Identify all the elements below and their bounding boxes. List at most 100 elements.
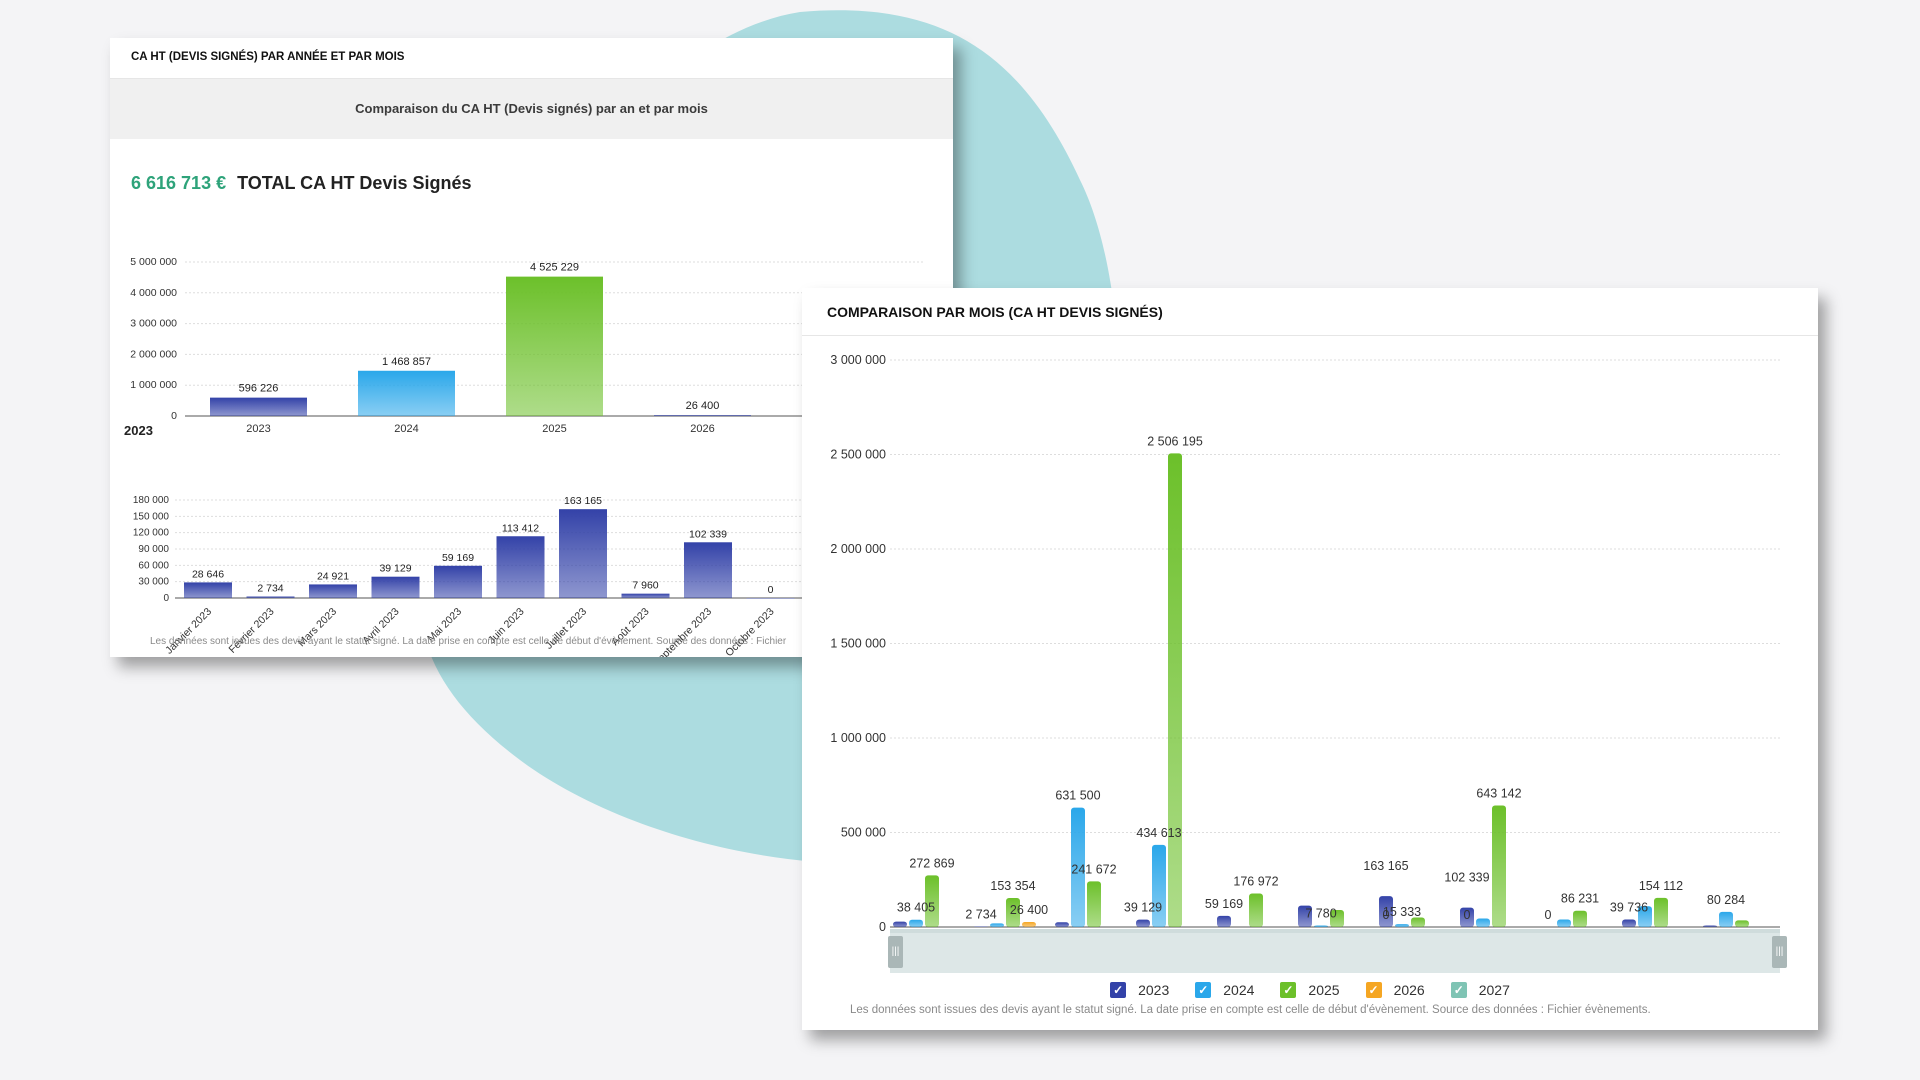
y-tick-label: 1 000 000 [830, 731, 886, 745]
legend-item-2024[interactable]: ✓ 2024 [1195, 982, 1254, 998]
legend-item-2023[interactable]: ✓ 2023 [1110, 982, 1169, 998]
data-label: 59 169 [1205, 897, 1243, 911]
data-label: 102 339 [689, 528, 727, 540]
y-tick-label: 3 000 000 [830, 353, 886, 367]
bar-Avril 2023 [371, 576, 420, 598]
x-tick-label: 2023 [246, 423, 270, 435]
legend-item-2026[interactable]: ✓ 2026 [1365, 982, 1425, 998]
data-label: 0 [1545, 908, 1552, 922]
y-tick-label: 4 000 000 [130, 287, 177, 299]
legend-label: 2023 [1138, 982, 1170, 998]
bar-Mai-2023 [1217, 915, 1231, 927]
data-label: 272 869 [909, 856, 954, 870]
y-tick-label: 180 000 [133, 495, 170, 506]
data-label: 2 734 [965, 907, 996, 921]
data-label: 241 672 [1071, 862, 1116, 876]
bar-Juillet-2024 [1395, 924, 1409, 927]
legend-checkbox-icon[interactable]: ✓ [1110, 982, 1127, 998]
monthly-comparison-chart: 0 500 000 1 000 000 1 500 000 2 000 000 2 500… [830, 353, 1780, 947]
data-label: 163 165 [1363, 859, 1408, 873]
data-label: 4 525 229 [530, 262, 579, 274]
x-tick-label: Octobre 2023 [723, 606, 777, 657]
y-tick-label: 3 000 000 [130, 318, 177, 330]
y-tick-label: 1 500 000 [830, 637, 886, 651]
bar-Janvier-2024 [909, 919, 923, 927]
y-tick-label: 0 [163, 593, 169, 604]
bar-Décembre-2025 [1735, 920, 1749, 927]
data-label: 86 231 [1561, 892, 1599, 906]
data-label: 0 [1383, 908, 1390, 922]
x-tick-label: Septembre 2023 [651, 606, 714, 657]
bar-Juillet 2023 [559, 509, 607, 598]
bar-Octobre-2024 [1557, 919, 1571, 927]
bar-Février-2023 [974, 926, 988, 927]
data-source-footnote: Les données sont issues des devis ayant … [150, 636, 787, 647]
legend-label: 2024 [1223, 982, 1255, 998]
legend-item-2027[interactable]: ✓ 2027 [1450, 982, 1510, 998]
y-tick-label: 2 000 000 [130, 348, 177, 360]
x-tick-label: 2025 [542, 423, 566, 435]
data-label: 176 972 [1233, 875, 1278, 889]
data-label: 596 226 [239, 383, 279, 395]
data-label: 2 506 195 [1147, 434, 1203, 448]
bar-Juin-2024 [1314, 925, 1328, 927]
legend-item-2025[interactable]: ✓ 2025 [1280, 982, 1340, 998]
bar-Octobre-2025 [1573, 910, 1587, 927]
bar-Novembre-2025 [1654, 897, 1668, 927]
y-tick-label: 2 000 000 [830, 542, 886, 556]
x-tick-label: 2024 [394, 423, 418, 435]
data-label: 59 169 [442, 552, 474, 564]
x-tick-label: Février 2023 [226, 606, 276, 656]
data-label: 163 165 [564, 495, 602, 507]
bar-Juin 2023 [496, 536, 545, 598]
range-navigator[interactable] [890, 933, 1780, 973]
data-label: 7 780 [1305, 907, 1336, 921]
total-revenue: 6 616 713 € TOTAL CA HT Devis Signés [131, 173, 472, 194]
bar-Mai 2023 [434, 565, 482, 598]
y-tick-label: 0 [171, 410, 177, 422]
legend-label: 2027 [1478, 982, 1510, 998]
bar-Février-2026 [1022, 922, 1036, 927]
y-tick-label: 90 000 [138, 544, 169, 555]
data-label: 0 [768, 584, 774, 596]
monthly-comparison-card: COMPARAISON PAR MOIS (CA HT DEVIS SIGNÉS… [802, 288, 1818, 1030]
y-tick-label: 1 000 000 [130, 379, 177, 391]
data-label: 26 400 [1010, 903, 1048, 917]
bar-Septembre-2023 [1460, 907, 1474, 927]
y-tick-label: 120 000 [133, 528, 170, 539]
data-label: 24 921 [317, 570, 349, 582]
x-tick-label: 2026 [690, 423, 714, 435]
bar-Février 2023 [246, 596, 295, 598]
legend-checkbox-icon[interactable]: ✓ [1195, 982, 1212, 998]
legend-checkbox-icon[interactable]: ✓ [1365, 982, 1382, 998]
range-handle-right[interactable]: ||| [1772, 936, 1787, 968]
bar-Novembre-2024 [1638, 906, 1652, 927]
y-tick-label: 2 500 000 [830, 448, 886, 462]
bar-Avril-2025 [1168, 453, 1182, 927]
bar-Octobre 2023 [746, 598, 795, 599]
bar-Janvier 2023 [184, 582, 232, 598]
range-handle-left[interactable]: ||| [888, 936, 903, 968]
data-label: 102 339 [1444, 871, 1489, 885]
bar-Novembre-2023 [1622, 919, 1636, 927]
legend-label: 2026 [1393, 982, 1425, 998]
card-title: COMPARAISON PAR MOIS (CA HT DEVIS SIGNÉS… [802, 288, 1818, 336]
data-source-footnote: Les données sont issues des devis ayant … [850, 1004, 1651, 1016]
bar-Janvier-2023 [893, 921, 907, 927]
card-subtitle: Comparaison du CA HT (Devis signés) par … [110, 79, 953, 139]
data-label: 154 112 [1639, 879, 1683, 893]
data-label: 0 [1464, 908, 1471, 922]
range-navigator-track-top [890, 929, 1780, 935]
section-year-label: 2023 [124, 423, 153, 438]
bar-Septembre-2025 [1492, 805, 1506, 927]
data-label: 39 129 [1124, 901, 1162, 915]
data-label: 26 400 [686, 400, 720, 412]
data-label: 28 646 [192, 568, 224, 580]
data-label: 631 500 [1055, 789, 1100, 803]
legend-checkbox-icon[interactable]: ✓ [1280, 982, 1297, 998]
legend-checkbox-icon[interactable]: ✓ [1450, 982, 1467, 998]
data-label: 643 142 [1476, 786, 1521, 800]
data-label: 153 354 [990, 879, 1035, 893]
data-label: 1 468 857 [382, 356, 431, 368]
total-amount: 6 616 713 € [131, 173, 227, 193]
